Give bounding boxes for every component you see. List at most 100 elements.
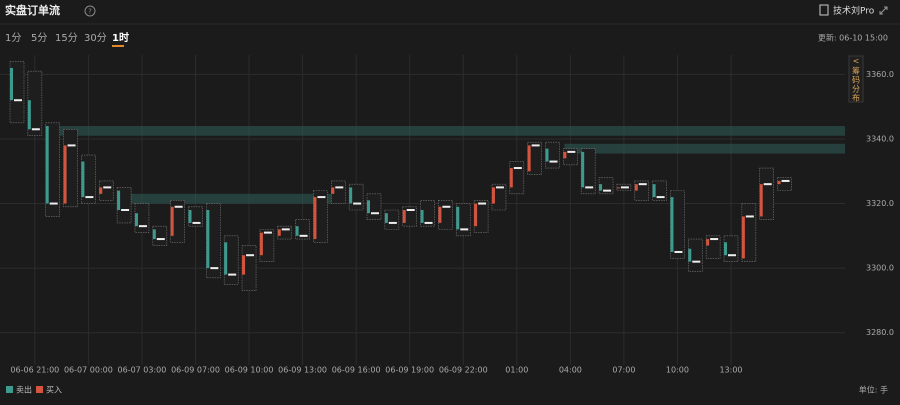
candle-body — [384, 213, 388, 223]
y-tick-label: 3280.0 — [866, 328, 894, 337]
close-marker — [317, 196, 326, 199]
tab[interactable]: 1分 — [5, 32, 21, 44]
candle-body — [331, 187, 335, 194]
close-marker — [31, 128, 40, 131]
candle-body — [545, 148, 549, 162]
updated: 更新: 06-10 15:00 — [818, 33, 888, 43]
candle-body — [367, 200, 370, 214]
candle-body — [581, 151, 585, 188]
y-tick-label: 3320.0 — [866, 199, 894, 208]
y-tick-label: 3360.0 — [866, 70, 894, 79]
close-marker — [388, 221, 397, 224]
close-marker — [192, 221, 201, 224]
tabs: 1分 5分 15分 30分 1时 — [5, 31, 129, 44]
legend-swatch — [6, 386, 13, 393]
side-panel[interactable] — [848, 55, 864, 103]
unit: 单位: 手 — [859, 385, 888, 395]
close-marker — [531, 144, 540, 147]
candle-range — [98, 180, 114, 201]
doc-icon — [819, 4, 829, 16]
close-marker — [745, 215, 754, 218]
close-marker — [460, 228, 469, 231]
expand-icon[interactable] — [879, 6, 888, 15]
close-marker — [567, 150, 576, 153]
y-tick-label: 3340.0 — [866, 134, 894, 143]
candle-range — [206, 203, 221, 279]
x-tick-label: 06-09 07:00 — [171, 366, 220, 375]
candle-body — [706, 239, 710, 246]
candle-body — [170, 206, 174, 236]
candle-body — [224, 242, 228, 275]
candle-body — [188, 210, 192, 223]
tab[interactable]: 30分 — [84, 32, 107, 44]
candle-body — [27, 100, 31, 130]
candle-body — [10, 67, 13, 101]
x-tick-label: 06-09 10:00 — [225, 366, 274, 375]
close-marker — [335, 186, 344, 189]
x-tick-label: 13:00 — [719, 366, 742, 375]
y-tick-label: 3300.0 — [866, 264, 894, 273]
x-tick-label: 06-09 19:00 — [385, 366, 434, 375]
candle-range — [705, 235, 721, 259]
close-marker — [692, 260, 701, 263]
candle-range — [27, 70, 43, 137]
close-marker — [549, 160, 558, 163]
candle-body — [152, 229, 156, 240]
x-tick-label: 07:00 — [612, 366, 635, 375]
close-marker — [513, 167, 522, 170]
zone — [118, 193, 345, 204]
x-tick-label: 06-09 13:00 — [278, 366, 327, 375]
candle-body — [474, 203, 478, 227]
close-marker — [442, 205, 451, 208]
candle-range — [152, 225, 168, 246]
candle-range — [188, 206, 203, 227]
candle-range — [491, 183, 507, 211]
help-text[interactable]: ? — [88, 8, 92, 16]
candle-range — [384, 209, 400, 230]
close-marker — [710, 238, 719, 241]
candle-body — [242, 255, 246, 275]
close-marker — [210, 267, 219, 270]
account[interactable]: 技术刘Pro — [833, 5, 875, 17]
candle-body — [438, 206, 442, 223]
close-marker — [14, 99, 22, 102]
candle-body — [81, 161, 85, 198]
candle-body — [527, 145, 531, 172]
candle-range — [295, 219, 310, 240]
x-tick-label: 01:00 — [505, 366, 528, 375]
tab-underline — [112, 45, 124, 47]
zone — [564, 143, 845, 154]
tab[interactable]: 1时 — [112, 31, 129, 44]
title: 实盘订单流 — [5, 3, 60, 17]
legend-label: 买入 — [46, 386, 62, 395]
close-marker — [299, 234, 308, 237]
candle-range — [670, 190, 685, 259]
side-arrow: < — [853, 57, 860, 66]
close-marker — [174, 205, 183, 208]
candle-body — [652, 184, 656, 198]
close-marker — [424, 221, 433, 224]
candle-body — [295, 226, 299, 236]
x-tick-label: 06-07 03:00 — [118, 366, 167, 375]
tab[interactable]: 15分 — [55, 32, 78, 44]
tab[interactable]: 5分 — [31, 32, 47, 44]
candle-body — [402, 210, 406, 223]
side-char: 筹 — [852, 66, 860, 76]
close-marker — [495, 186, 504, 189]
candle-body — [206, 210, 210, 269]
help-icon[interactable] — [84, 5, 96, 17]
candle-body — [616, 187, 620, 189]
candle-range — [420, 200, 435, 227]
side-char: 布 — [852, 93, 860, 103]
close-marker — [49, 202, 58, 205]
close-marker — [353, 202, 362, 205]
close-marker — [656, 196, 665, 199]
candle-body — [634, 184, 638, 191]
close-marker — [263, 231, 272, 234]
close-marker — [371, 212, 379, 215]
close-marker — [156, 238, 165, 241]
candle-body — [134, 213, 138, 227]
candle-body — [724, 242, 727, 256]
